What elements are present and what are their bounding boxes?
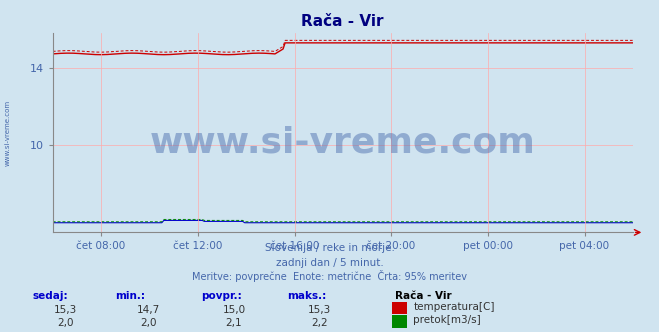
Text: povpr.:: povpr.:	[201, 291, 242, 301]
Text: 15,3: 15,3	[308, 305, 331, 315]
Text: temperatura[C]: temperatura[C]	[413, 302, 495, 312]
Text: sedaj:: sedaj:	[33, 291, 69, 301]
Text: www.si-vreme.com: www.si-vreme.com	[5, 100, 11, 166]
Text: maks.:: maks.:	[287, 291, 326, 301]
Text: 2,0: 2,0	[140, 318, 157, 328]
Text: 14,7: 14,7	[136, 305, 160, 315]
Text: 2,2: 2,2	[311, 318, 328, 328]
Text: Rača - Vir: Rača - Vir	[395, 291, 452, 301]
Title: Rača - Vir: Rača - Vir	[301, 14, 384, 29]
Text: 2,0: 2,0	[57, 318, 74, 328]
Text: 15,0: 15,0	[222, 305, 246, 315]
Text: pretok[m3/s]: pretok[m3/s]	[413, 315, 481, 325]
Text: min.:: min.:	[115, 291, 146, 301]
Text: Meritve: povprečne  Enote: metrične  Črta: 95% meritev: Meritve: povprečne Enote: metrične Črta:…	[192, 270, 467, 282]
Text: www.si-vreme.com: www.si-vreme.com	[150, 126, 536, 160]
Text: Slovenija / reke in morje.: Slovenija / reke in morje.	[264, 243, 395, 253]
Text: 2,1: 2,1	[225, 318, 243, 328]
Text: zadnji dan / 5 minut.: zadnji dan / 5 minut.	[275, 258, 384, 268]
Text: 15,3: 15,3	[54, 305, 78, 315]
